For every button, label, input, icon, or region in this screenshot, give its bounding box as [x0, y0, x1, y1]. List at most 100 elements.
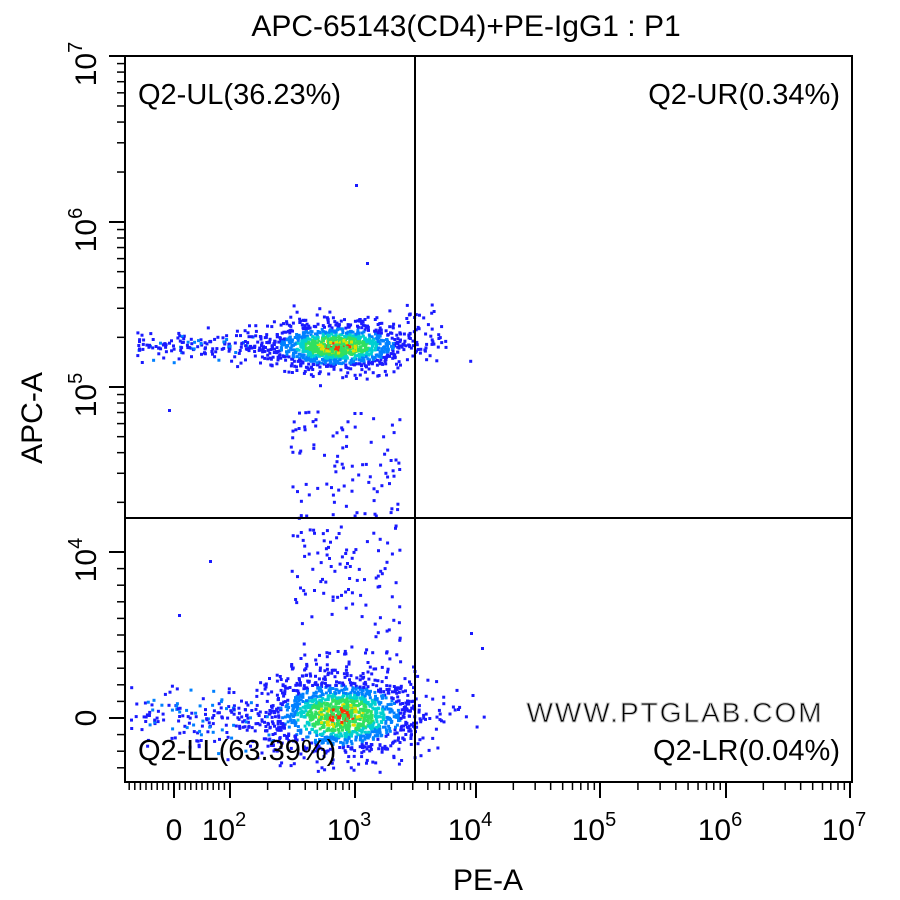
- event-dot: [145, 713, 149, 717]
- event-dot: [380, 733, 384, 737]
- event-dot: [214, 350, 218, 354]
- event-dot: [385, 705, 389, 709]
- event-dot: [316, 335, 320, 339]
- event-dot: [379, 690, 383, 694]
- event-dot: [396, 350, 400, 354]
- event-dot: [346, 343, 350, 347]
- event-dot: [317, 713, 321, 717]
- event-dot: [324, 698, 328, 702]
- event-dot: [306, 711, 310, 715]
- event-dot: [303, 653, 307, 657]
- event-dot: [397, 344, 401, 348]
- event-dot: [151, 338, 155, 341]
- event-dot: [418, 717, 422, 721]
- event-dot: [325, 729, 329, 733]
- event-dot: [220, 715, 224, 719]
- event-dot: [408, 680, 411, 684]
- event-dot: [302, 342, 306, 346]
- event-dot: [376, 333, 380, 337]
- event-dot: [282, 694, 286, 698]
- event-dot: [236, 365, 240, 369]
- event-dot: [315, 313, 319, 317]
- event-dot: [381, 705, 385, 709]
- event-dot: [322, 339, 326, 343]
- event-dot: [363, 336, 367, 340]
- event-dot: [363, 324, 367, 328]
- event-dot: [387, 342, 391, 345]
- event-dot: [385, 729, 389, 733]
- event-dot: [321, 696, 325, 700]
- event-dot: [354, 710, 358, 714]
- event-dot: [317, 339, 321, 343]
- event-dot: [314, 336, 318, 340]
- event-dot: [337, 323, 341, 327]
- event-dot: [254, 707, 258, 711]
- event-dot: [362, 708, 366, 712]
- event-dot: [289, 718, 293, 722]
- event-dot: [301, 695, 305, 699]
- event-dot: [278, 675, 282, 678]
- event-dot: [170, 708, 174, 712]
- event-dot: [285, 736, 289, 740]
- event-dot: [345, 672, 349, 675]
- event-dot: [198, 704, 202, 708]
- event-dot: [178, 710, 182, 714]
- event-dot: [342, 716, 345, 720]
- event-dot: [178, 731, 182, 735]
- event-dot: [299, 359, 303, 363]
- event-dot: [335, 680, 338, 684]
- event-dot: [313, 340, 317, 344]
- event-dot: [330, 671, 334, 675]
- event-dot: [382, 435, 386, 439]
- event-dot: [351, 720, 355, 723]
- event-dot: [435, 359, 439, 363]
- event-dot: [355, 511, 359, 515]
- event-dot: [328, 557, 331, 560]
- event-dot: [308, 345, 312, 349]
- event-dot: [157, 352, 161, 356]
- event-dot: [338, 358, 342, 362]
- event-dot: [325, 553, 329, 557]
- event-dot: [398, 340, 402, 344]
- event-dot: [323, 669, 327, 673]
- event-dot: [340, 688, 344, 692]
- event-dot: [302, 339, 306, 343]
- event-dot: [434, 727, 438, 731]
- event-dot: [149, 332, 153, 336]
- event-dot: [342, 347, 345, 350]
- event-dot: [348, 361, 352, 365]
- event-dot: [424, 346, 428, 350]
- event-dot: [352, 349, 356, 353]
- event-dot: [407, 724, 411, 728]
- event-dot: [319, 694, 323, 698]
- event-dot: [328, 352, 331, 356]
- event-dot: [329, 565, 333, 568]
- event-dot: [385, 347, 389, 351]
- event-dot: [305, 689, 309, 693]
- event-dot: [286, 702, 290, 706]
- event-dot: [352, 754, 356, 758]
- event-dot: [350, 341, 354, 345]
- event-dot: [344, 691, 348, 695]
- event-dot: [390, 344, 393, 348]
- event-dot: [370, 725, 374, 729]
- event-dot: [318, 307, 322, 311]
- event-dot: [391, 356, 395, 360]
- event-dot: [306, 703, 310, 707]
- event-dot: [279, 688, 283, 692]
- event-dot: [319, 343, 323, 347]
- event-dot: [296, 703, 299, 707]
- event-dot: [350, 732, 354, 735]
- event-dot: [353, 749, 357, 753]
- event-dot: [287, 725, 291, 729]
- event-dot: [400, 759, 404, 762]
- event-dot: [375, 490, 379, 494]
- event-dot: [368, 337, 371, 341]
- event-dot: [363, 694, 367, 698]
- event-dot: [290, 721, 294, 725]
- event-dot: [339, 525, 343, 529]
- event-dot: [250, 346, 254, 350]
- event-dot: [368, 703, 372, 707]
- event-dot: [356, 693, 360, 697]
- event-dot: [319, 347, 323, 351]
